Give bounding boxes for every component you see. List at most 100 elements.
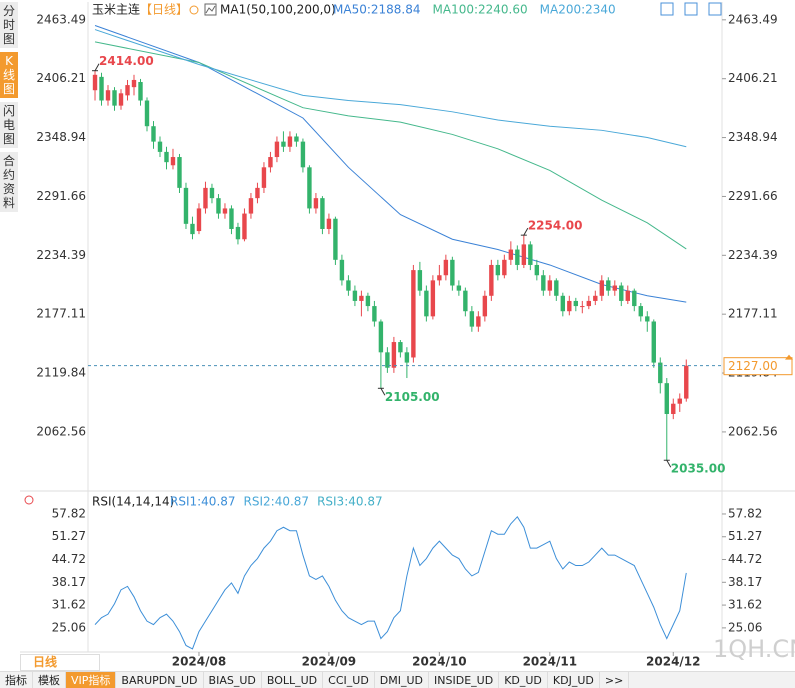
rsi-tick-label-left: 44.72 — [52, 552, 86, 566]
candle-body — [125, 85, 130, 96]
candle-body — [534, 264, 540, 276]
candle-body — [151, 126, 156, 142]
last-price-arrow — [785, 354, 793, 360]
candle-body — [528, 244, 533, 265]
candle-body — [365, 295, 371, 307]
candle-body — [469, 311, 475, 327]
candle-body — [229, 208, 234, 229]
tool-tab[interactable]: INSIDE_UD — [429, 672, 500, 688]
candle-body — [157, 141, 163, 152]
candle-body — [287, 136, 293, 147]
y-tick-label-right: 2463.49 — [728, 12, 778, 26]
candle-body — [326, 218, 332, 229]
y-tick-label-left: 2177.11 — [36, 307, 86, 321]
tool-tab[interactable]: DMI_UD — [375, 672, 430, 688]
candle-body — [398, 342, 403, 353]
candle-body — [567, 300, 572, 312]
ma-icon-line — [205, 5, 216, 14]
side-tab[interactable]: 闪电图 — [0, 102, 18, 148]
extreme-leader — [523, 227, 529, 236]
side-tab[interactable]: K线图 — [0, 52, 18, 98]
candle-body — [580, 306, 585, 308]
rsi-tick-label-right: 38.17 — [728, 575, 762, 589]
candle-body — [671, 403, 676, 414]
period-select[interactable]: 日线 — [20, 654, 100, 671]
y-tick-label-left: 2406.21 — [36, 71, 86, 85]
candle-body — [521, 244, 527, 265]
candle-body — [450, 259, 455, 286]
toolbar: 指标 模板 VIP指标 BARUPDN_UD BIAS_UD BOLL_UD CCI_UD D… — [0, 671, 795, 688]
rsi-icon[interactable] — [24, 495, 34, 505]
candle-body — [508, 249, 514, 260]
tool-tab[interactable]: BIAS_UD — [204, 672, 262, 688]
candle-body — [554, 280, 559, 296]
x-tick-label: 2024/12 — [646, 655, 700, 669]
candle-body — [573, 300, 579, 307]
tool-tab[interactable]: 模板 — [33, 672, 66, 688]
rsi-tick-label-left: 38.17 — [52, 575, 86, 589]
period: 【日线】 — [140, 3, 188, 17]
tool-tab[interactable]: KDJ_UD — [548, 672, 600, 688]
side-tab[interactable]: 合约资料 — [0, 152, 18, 212]
candle-body — [203, 187, 208, 209]
y-tick-label-left: 2348.94 — [36, 130, 86, 144]
candle-body — [684, 365, 689, 399]
candle-body — [339, 259, 345, 281]
tool-tab[interactable]: BOLL_UD — [262, 672, 324, 688]
tool-tab[interactable]: 指标 — [0, 672, 33, 688]
candle-body — [515, 249, 520, 265]
extreme-label: 2105.00 — [385, 390, 440, 404]
y-tick-label-right: 2177.11 — [728, 307, 778, 321]
candle-body — [424, 290, 429, 317]
tool-tab[interactable]: >> — [600, 672, 630, 688]
candle-body — [599, 280, 605, 296]
candle-body — [177, 157, 182, 188]
candle-body — [131, 79, 137, 88]
extreme-leader — [380, 388, 386, 396]
x-tick-label: 2024/09 — [302, 655, 356, 669]
chart-title: 玉米主连 — [92, 2, 140, 17]
tool-tab[interactable]: VIP指标 — [66, 672, 117, 688]
candle-body — [625, 290, 630, 301]
candle-body — [170, 157, 176, 166]
rsi-tick-label-right: 51.27 — [728, 529, 762, 543]
candle-body — [105, 90, 111, 101]
extreme-label: 2254.00 — [528, 219, 583, 233]
tool-tab[interactable]: KD_UD — [499, 672, 548, 688]
rsi-title: RSI(14,14,14) — [92, 495, 174, 509]
candle-body — [482, 295, 488, 317]
watermark: 1QH.CN — [713, 635, 795, 663]
candle-body — [443, 259, 449, 276]
candle-body — [385, 352, 390, 368]
settings-icon[interactable] — [189, 5, 199, 15]
ma-legend: MA200:2340 — [540, 3, 616, 17]
candle-body — [255, 187, 260, 199]
candle-body — [417, 270, 423, 291]
ma-legend: MA50:2188.84 — [333, 3, 421, 17]
candle-body — [216, 198, 221, 214]
y-tick-label-left: 2119.84 — [36, 366, 86, 380]
zoom-out[interactable] — [684, 2, 698, 16]
candle-body — [144, 100, 150, 127]
tool-tab[interactable]: BARUPDN_UD — [116, 672, 204, 688]
candle-body — [489, 264, 494, 296]
side-tab[interactable]: 分时图 — [0, 2, 18, 48]
candle-body — [606, 280, 611, 291]
candle-body — [619, 285, 624, 301]
candle-body — [333, 218, 338, 260]
candle-body — [209, 187, 215, 199]
ma-line — [94, 41, 687, 250]
close[interactable] — [708, 2, 722, 16]
indicator: MA1(50,100,200,0) — [220, 3, 336, 17]
candle-body — [235, 226, 241, 240]
rsi-tick-label-right: 57.82 — [728, 506, 762, 520]
tool-tab[interactable]: CCI_UD — [323, 672, 375, 688]
candle-body — [242, 213, 247, 240]
candle-body — [313, 198, 319, 209]
rsi-tick-label-right: 31.62 — [728, 598, 762, 612]
ma-icon[interactable] — [204, 3, 217, 16]
zoom-in[interactable] — [660, 2, 674, 16]
candle-body — [99, 76, 104, 101]
candle-body — [404, 352, 410, 363]
